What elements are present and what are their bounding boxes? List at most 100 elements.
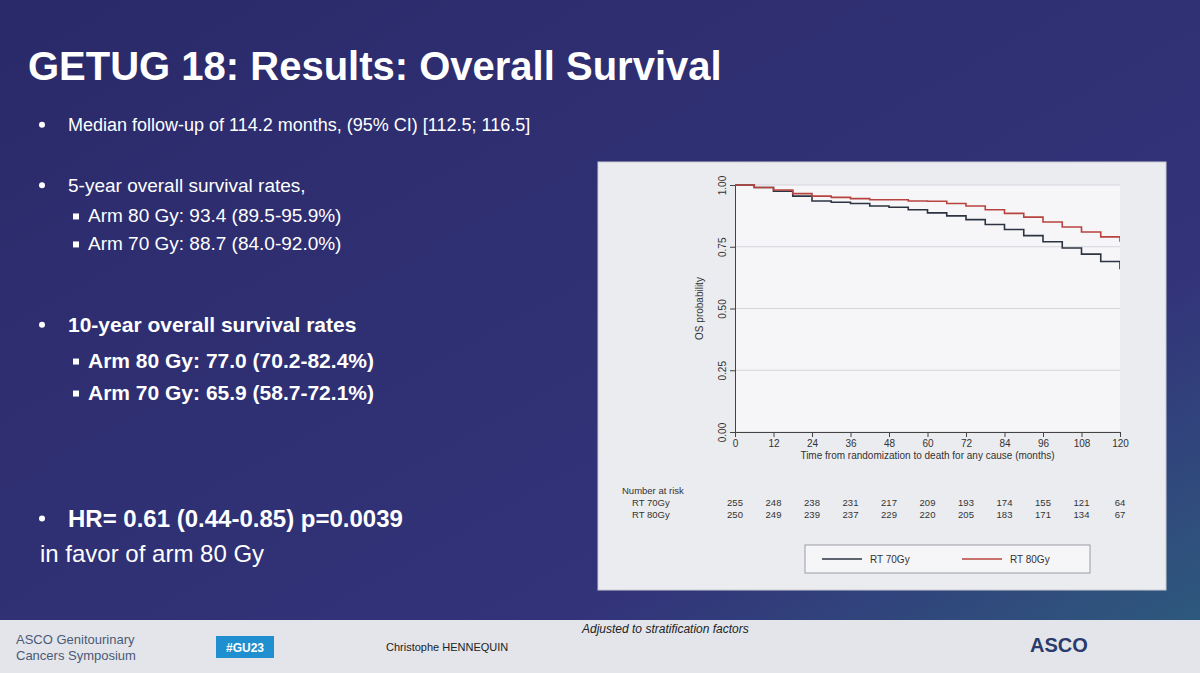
tick-mark (1005, 432, 1006, 437)
at-risk-row-label: RT 70Gy (632, 497, 670, 508)
tick-mark (889, 432, 890, 437)
tick-mark (730, 309, 735, 310)
footer-logo: ASCO (1030, 634, 1088, 656)
tick-mark (735, 432, 736, 437)
at-risk-count: 248 (766, 497, 782, 508)
survival-curve (735, 185, 1120, 269)
at-risk-count: 220 (920, 509, 936, 520)
tick-label: 12 (768, 438, 780, 449)
tick-label: 72 (961, 438, 973, 449)
at-risk-count: 64 (1115, 497, 1126, 508)
tick: 12 (768, 432, 780, 449)
presenter: Christophe HENNEQUIN (386, 641, 508, 653)
at-risk-count: 239 (804, 509, 820, 520)
tick-label: 96 (1038, 438, 1050, 449)
sub-bullet-marker (73, 391, 79, 397)
tick-label: 0.25 (717, 361, 728, 381)
background (0, 0, 1200, 673)
x-axis-title: Time from randomization to death for any… (800, 450, 1054, 461)
tick: 0.75 (717, 237, 735, 257)
tick: 0 (733, 432, 739, 449)
tick-mark (928, 432, 929, 437)
axis-line (730, 186, 736, 433)
footer-brand: Cancers Symposium (16, 648, 136, 663)
tick-label: 36 (845, 438, 857, 449)
curves (735, 185, 1120, 269)
tick: 96 (1038, 432, 1050, 449)
at-risk-count: 231 (843, 497, 859, 508)
panel-background (598, 162, 1166, 590)
tick-label: 0.00 (717, 422, 728, 442)
tick: 60 (922, 432, 934, 449)
tick: 1.00 (717, 175, 735, 195)
footer-band (0, 620, 1200, 673)
hashtag-badge (216, 636, 274, 658)
chart-panel: 0.00 0.25 0.50 0.75 1.00 0 12 24 36 48 60 72 84 96 108… (598, 162, 1166, 590)
sub-bullet-marker (73, 359, 79, 365)
legend-box (805, 545, 1090, 573)
at-risk-count: 217 (881, 497, 897, 508)
tick: 72 (961, 432, 973, 449)
tick: 108 (1074, 432, 1091, 449)
at-risk-count: 183 (997, 509, 1013, 520)
tick-mark (774, 432, 775, 437)
bullet-marker (39, 122, 45, 128)
tick-mark (851, 432, 852, 437)
axis-line (736, 433, 1121, 438)
tick-mark (812, 432, 813, 437)
bullet-marker (39, 322, 45, 328)
at-risk-count: 209 (920, 497, 936, 508)
tick: 24 (807, 432, 819, 449)
sub-bullet: Arm 70 Gy: 65.9 (58.7-72.1%) (88, 381, 374, 404)
hashtag: #GU23 (226, 641, 264, 655)
x-axis: 0 12 24 36 48 60 72 84 96 108 120 (733, 432, 1130, 449)
sub-bullet: Arm 80 Gy: 93.4 (89.5-95.9%) (88, 205, 341, 226)
legend-swatch (962, 558, 1002, 560)
at-risk-count: 155 (1035, 497, 1051, 508)
tick-label: 84 (999, 438, 1011, 449)
bullet: HR= 0.61 (0.44-0.85) p=0.0039 (68, 505, 403, 532)
at-risk-count: 229 (881, 509, 897, 520)
tick-mark (1120, 432, 1121, 437)
tick-mark (1043, 432, 1044, 437)
tick-label: 120 (1112, 438, 1129, 449)
footer-brand: ASCO Genitourinary (16, 632, 135, 647)
grid-line (735, 370, 1120, 371)
tick: 0.50 (717, 299, 735, 319)
tick: 36 (845, 432, 857, 449)
bullet-marker (39, 182, 45, 188)
plot-background (735, 185, 1120, 432)
at-risk-count: 193 (958, 497, 974, 508)
legend-label: RT 70Gy (870, 554, 910, 565)
at-risk-count: 174 (997, 497, 1013, 508)
tick-mark (966, 432, 967, 437)
y-axis-title: OS probability (694, 277, 705, 340)
bullet: 5-year overall survival rates, (68, 175, 306, 196)
bullet: 10-year overall survival rates (68, 313, 356, 336)
at-risk-count: 134 (1074, 509, 1090, 520)
tick: 48 (884, 432, 896, 449)
tick-mark (730, 432, 735, 433)
tick: 120 (1112, 432, 1129, 449)
tick: 84 (999, 432, 1011, 449)
at-risk-count: 238 (804, 497, 820, 508)
tick-label: 24 (807, 438, 819, 449)
bullet-continuation: in favor of arm 80 Gy (40, 540, 264, 567)
tick-label: 1.00 (717, 175, 728, 195)
tick: 0.25 (717, 361, 735, 381)
tick-mark (730, 370, 735, 371)
sub-bullet-marker (73, 213, 79, 219)
tick-label: 48 (884, 438, 896, 449)
footer: Adjusted to stratification factors ASCO G… (0, 620, 1200, 673)
footer-note: Adjusted to stratification factors (581, 622, 749, 636)
tick-mark (730, 185, 735, 186)
sub-bullet: Arm 80 Gy: 77.0 (70.2-82.4%) (88, 349, 374, 372)
tick-mark (1082, 432, 1083, 437)
legend-label: RT 80Gy (1010, 554, 1050, 565)
number-at-risk: Number at riskRT 70Gy2552482382312172091… (622, 485, 1125, 520)
at-risk-count: 171 (1035, 509, 1051, 520)
at-risk-count: 67 (1115, 509, 1126, 520)
grid-line (735, 308, 1120, 309)
at-risk-count: 250 (727, 509, 743, 520)
at-risk-count: 249 (766, 509, 782, 520)
